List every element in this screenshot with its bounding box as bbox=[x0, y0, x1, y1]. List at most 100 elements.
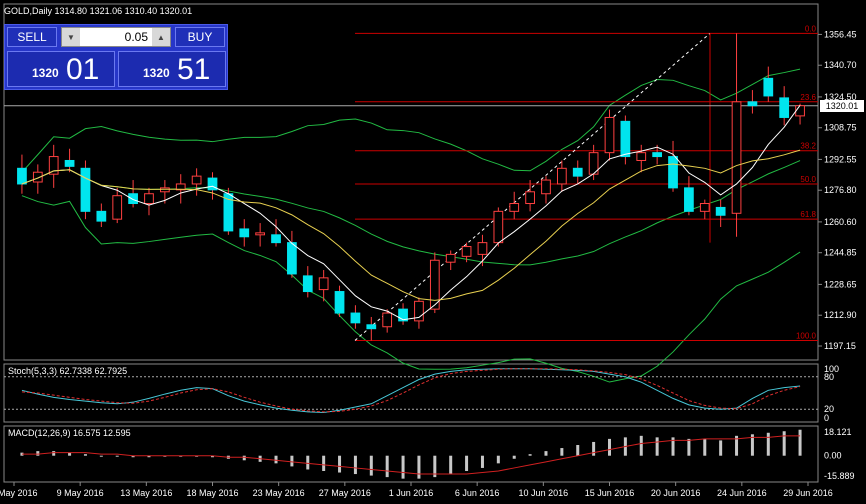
bollinger-middle bbox=[21, 160, 801, 266]
macd-bar-8 bbox=[147, 455, 151, 458]
candle-body-4 bbox=[80, 167, 91, 212]
macd-bar-16 bbox=[274, 455, 278, 464]
candle-body-46 bbox=[747, 101, 758, 107]
candle-body-3 bbox=[64, 159, 75, 167]
candle-body-1 bbox=[32, 171, 43, 183]
symbol-title: GOLD,Daily bbox=[4, 6, 53, 16]
stoch-top-label: 100 bbox=[824, 364, 839, 374]
stoch-level-label-1: 20 bbox=[824, 404, 834, 414]
lot-increase-icon[interactable]: ▲ bbox=[152, 28, 170, 46]
stoch-frame bbox=[3, 363, 819, 423]
macd-bar-24 bbox=[401, 455, 405, 479]
macd-bar-49 bbox=[798, 429, 802, 456]
candle-body-34 bbox=[556, 167, 567, 185]
candle-body-31 bbox=[509, 203, 520, 212]
candle-body-9 bbox=[159, 187, 170, 193]
candle-body-45 bbox=[731, 101, 742, 214]
stoch-level-label-0: 80 bbox=[824, 372, 834, 382]
price-tick-label-6: 1260.60 bbox=[824, 217, 857, 227]
macd-bar-48 bbox=[782, 431, 786, 456]
price-tick-label-4: 1292.55 bbox=[824, 154, 857, 164]
candle-body-26 bbox=[429, 259, 440, 310]
candle-body-39 bbox=[636, 152, 647, 161]
ma-fast bbox=[21, 105, 801, 321]
candle-body-35 bbox=[572, 167, 583, 177]
candle-body-0 bbox=[17, 167, 27, 185]
sell-button[interactable]: SELL bbox=[7, 27, 57, 47]
macd-title: MACD(12,26,9) 16.575 12.595 bbox=[8, 428, 131, 438]
macd-bar-18 bbox=[306, 455, 310, 470]
macd-bar-19 bbox=[322, 455, 326, 471]
fib-label-5: 100.0 bbox=[796, 331, 817, 340]
sell-quote-pips: 01 bbox=[66, 53, 100, 86]
price-tick-label-9: 1212.90 bbox=[824, 310, 857, 320]
lot-size-field[interactable]: ▼ 0.05 ▲ bbox=[61, 27, 171, 47]
fib-label-3: 50.0 bbox=[800, 175, 816, 184]
macd-bar-25 bbox=[417, 455, 421, 479]
macd-bar-45 bbox=[735, 435, 739, 456]
buy-quote[interactable]: 1320 51 bbox=[118, 51, 226, 87]
macd-bar-4 bbox=[83, 454, 87, 456]
candle-body-11 bbox=[191, 175, 202, 185]
macd-bar-35 bbox=[576, 445, 580, 456]
bollinger-lower bbox=[21, 195, 801, 383]
one-click-trade-panel: SELL ▼ 0.05 ▲ BUY 1320 01 1320 51 bbox=[4, 24, 228, 90]
candle-body-18 bbox=[302, 275, 313, 293]
price-tick-label-2: 1324.50 bbox=[824, 92, 857, 102]
buy-quote-pips: 51 bbox=[177, 53, 211, 86]
candle-body-24 bbox=[398, 308, 408, 322]
candle-body-20 bbox=[334, 291, 345, 314]
macd-bar-41 bbox=[671, 437, 675, 456]
current-price-tag: 1320.01 bbox=[820, 99, 864, 112]
date-label-4: 23 May 2016 bbox=[253, 488, 305, 498]
sell-quote-prefix: 1320 bbox=[32, 66, 59, 80]
macd-bar-36 bbox=[592, 441, 596, 456]
macd-bar-12 bbox=[211, 455, 214, 458]
macd-bar-47 bbox=[766, 432, 770, 456]
candle-body-16 bbox=[271, 234, 281, 244]
lot-size-value[interactable]: 0.05 bbox=[124, 30, 148, 44]
macd-mid-label: 0.00 bbox=[824, 451, 842, 461]
candle-body-27 bbox=[445, 253, 456, 263]
fib-label-1: 23.6 bbox=[800, 93, 816, 102]
date-label-2: 13 May 2016 bbox=[120, 488, 172, 498]
candle-body-47 bbox=[763, 77, 774, 97]
macd-bar-17 bbox=[290, 455, 294, 467]
macd-bar-20 bbox=[338, 455, 342, 473]
candle-body-43 bbox=[699, 203, 710, 212]
macd-bar-39 bbox=[639, 435, 643, 456]
macd-bar-23 bbox=[385, 455, 389, 478]
candle-body-48 bbox=[779, 97, 790, 118]
candle-body-17 bbox=[287, 242, 297, 275]
candle-body-37 bbox=[604, 116, 615, 154]
price-tick-label-3: 1308.75 bbox=[824, 123, 857, 133]
macd-bar-3 bbox=[68, 452, 72, 456]
date-label-6: 1 Jun 2016 bbox=[389, 488, 434, 498]
macd-bar-29 bbox=[480, 455, 484, 468]
buy-button[interactable]: BUY bbox=[175, 27, 225, 47]
macd-bar-14 bbox=[242, 455, 246, 461]
candle-body-23 bbox=[382, 312, 393, 328]
date-label-1: 9 May 2016 bbox=[57, 488, 104, 498]
price-tick-label-7: 1244.85 bbox=[824, 248, 857, 258]
candle-body-38 bbox=[620, 120, 631, 158]
stoch-signal-line bbox=[21, 368, 801, 413]
candle-body-30 bbox=[493, 210, 504, 244]
macd-bar-33 bbox=[544, 451, 548, 456]
sell-quote[interactable]: 1320 01 bbox=[7, 51, 115, 87]
date-label-5: 27 May 2016 bbox=[319, 488, 371, 498]
macd-top-label: 18.121 bbox=[824, 427, 852, 437]
lot-decrease-icon[interactable]: ▼ bbox=[62, 28, 80, 46]
macd-bar-43 bbox=[703, 438, 707, 456]
candle-body-7 bbox=[128, 193, 138, 205]
price-tick-label-1: 1340.70 bbox=[824, 60, 857, 70]
macd-bar-42 bbox=[687, 438, 691, 456]
candle-body-49 bbox=[795, 105, 805, 117]
macd-bar-44 bbox=[719, 440, 723, 456]
fib-label-2: 38.2 bbox=[800, 142, 816, 151]
chart-title: GOLD,Daily 1314.80 1321.06 1310.40 1320.… bbox=[4, 6, 192, 16]
stoch-main-line bbox=[21, 368, 801, 413]
candle-body-29 bbox=[477, 242, 488, 255]
macd-bar-28 bbox=[465, 455, 469, 471]
